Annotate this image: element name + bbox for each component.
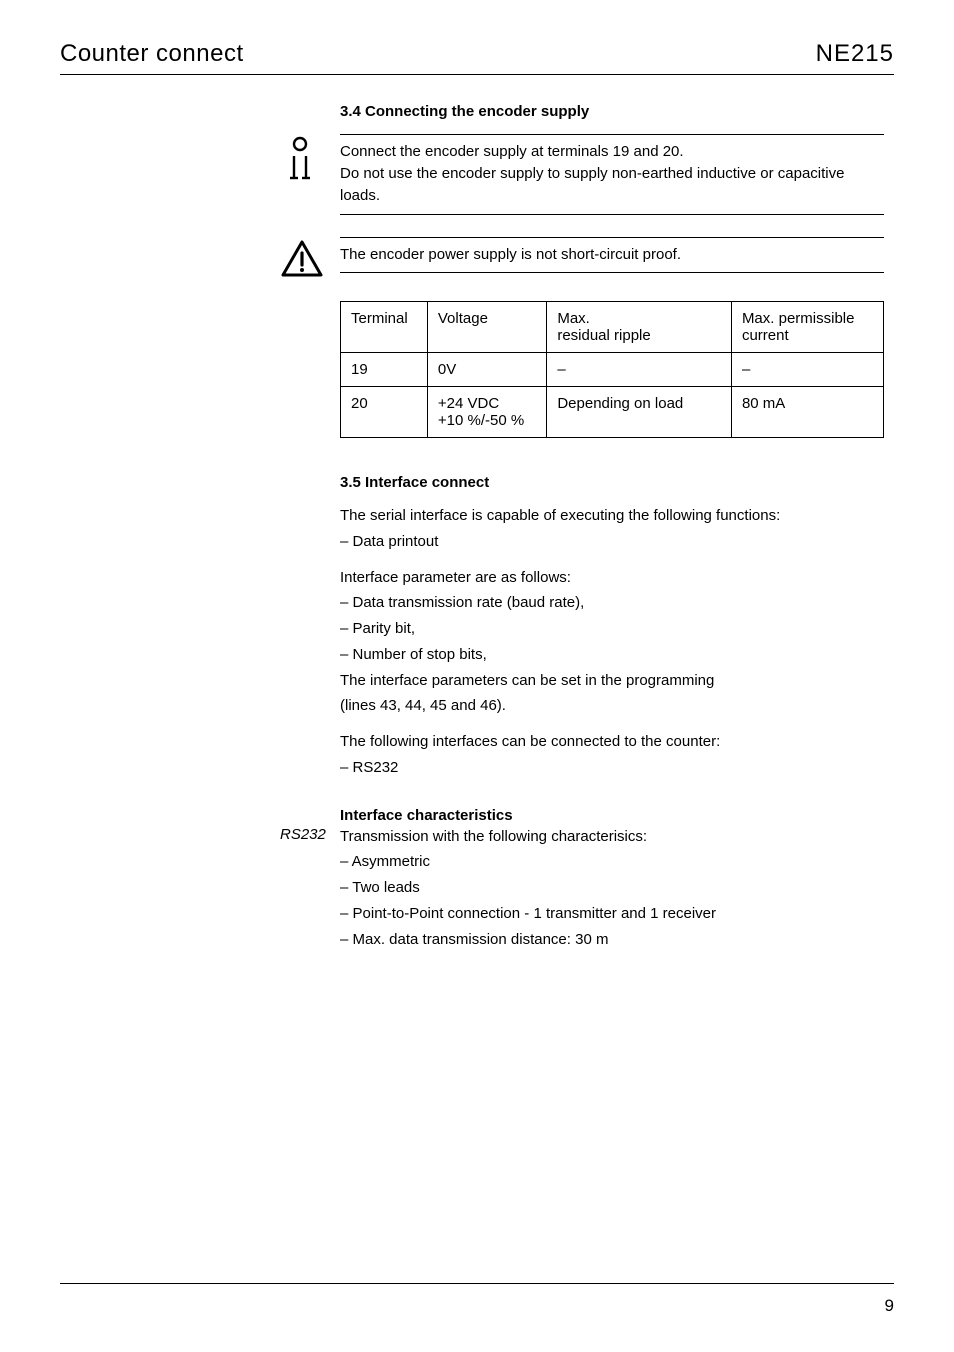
th-voltage: Voltage (427, 302, 546, 353)
info-line-1: Connect the encoder supply at terminals … (340, 141, 884, 163)
p-serial-intro: The serial interface is capable of execu… (340, 505, 884, 527)
p-prog1: The interface parameters can be set in t… (340, 670, 884, 692)
char-dist: – Max. data transmission distance: 30 m (340, 929, 884, 951)
char-leads: – Two leads (340, 877, 884, 899)
table-row: 20 +24 VDC +10 %/-50 % Depending on load… (341, 387, 884, 438)
td-current: 80 mA (731, 387, 883, 438)
header-title-right: NE215 (816, 40, 894, 68)
interface-characteristics: Interface characteristics RS232 Transmis… (340, 807, 884, 951)
td-terminal: 19 (341, 353, 428, 387)
td-terminal: 20 (341, 387, 428, 438)
info-icon (280, 136, 320, 180)
info-line-2: Do not use the encoder supply to supply … (340, 163, 884, 207)
page-header: Counter connect NE215 (60, 40, 894, 75)
td-current: – (731, 353, 883, 387)
p-baud: – Data transmission rate (baud rate), (340, 592, 884, 614)
p-interfaces-intro: The following interfaces can be connecte… (340, 731, 884, 753)
page-footer: 9 (60, 1283, 894, 1316)
th-current: Max. permissible current (731, 302, 883, 353)
warning-text: The encoder power supply is not short-ci… (340, 244, 884, 266)
table-row: 19 0V – – (341, 353, 884, 387)
warning-icon (280, 239, 320, 283)
section-3-5-heading: 3.5 Interface connect (340, 474, 884, 491)
p-prog2: (lines 43, 44, 45 and 46). (340, 695, 884, 717)
p-rs232: – RS232 (340, 757, 884, 779)
interface-char-heading: Interface characteristics (340, 807, 884, 824)
p-stopbits: – Number of stop bits, (340, 644, 884, 666)
main-content: 3.4 Connecting the encoder supply Connec… (340, 103, 884, 950)
char-p2p: – Point-to-Point connection - 1 transmit… (340, 903, 884, 925)
rs232-margin-label: RS232 (280, 826, 326, 843)
table-header-row: Terminal Voltage Max. residual ripple Ma… (341, 302, 884, 353)
header-title-left: Counter connect (60, 40, 244, 68)
info-callout: Connect the encoder supply at terminals … (340, 134, 884, 215)
th-ripple: Max. residual ripple (547, 302, 732, 353)
th-terminal: Terminal (341, 302, 428, 353)
section-3-4-heading: 3.4 Connecting the encoder supply (340, 103, 884, 120)
page-number: 9 (885, 1296, 894, 1315)
warning-callout: The encoder power supply is not short-ci… (340, 237, 884, 273)
p-parity: – Parity bit, (340, 618, 884, 640)
td-voltage: +24 VDC +10 %/-50 % (427, 387, 546, 438)
char-body: Transmission with the following characte… (340, 826, 884, 951)
td-ripple: – (547, 353, 732, 387)
char-intro: Transmission with the following characte… (340, 826, 884, 848)
char-asym: – Asymmetric (340, 851, 884, 873)
td-ripple: Depending on load (547, 387, 732, 438)
p-data-printout: – Data printout (340, 531, 884, 553)
encoder-supply-table: Terminal Voltage Max. residual ripple Ma… (340, 301, 884, 438)
warning-callout-body: The encoder power supply is not short-ci… (340, 237, 884, 273)
td-voltage: 0V (427, 353, 546, 387)
p-params-intro: Interface parameter are as follows: (340, 567, 884, 589)
info-callout-body: Connect the encoder supply at terminals … (340, 134, 884, 215)
